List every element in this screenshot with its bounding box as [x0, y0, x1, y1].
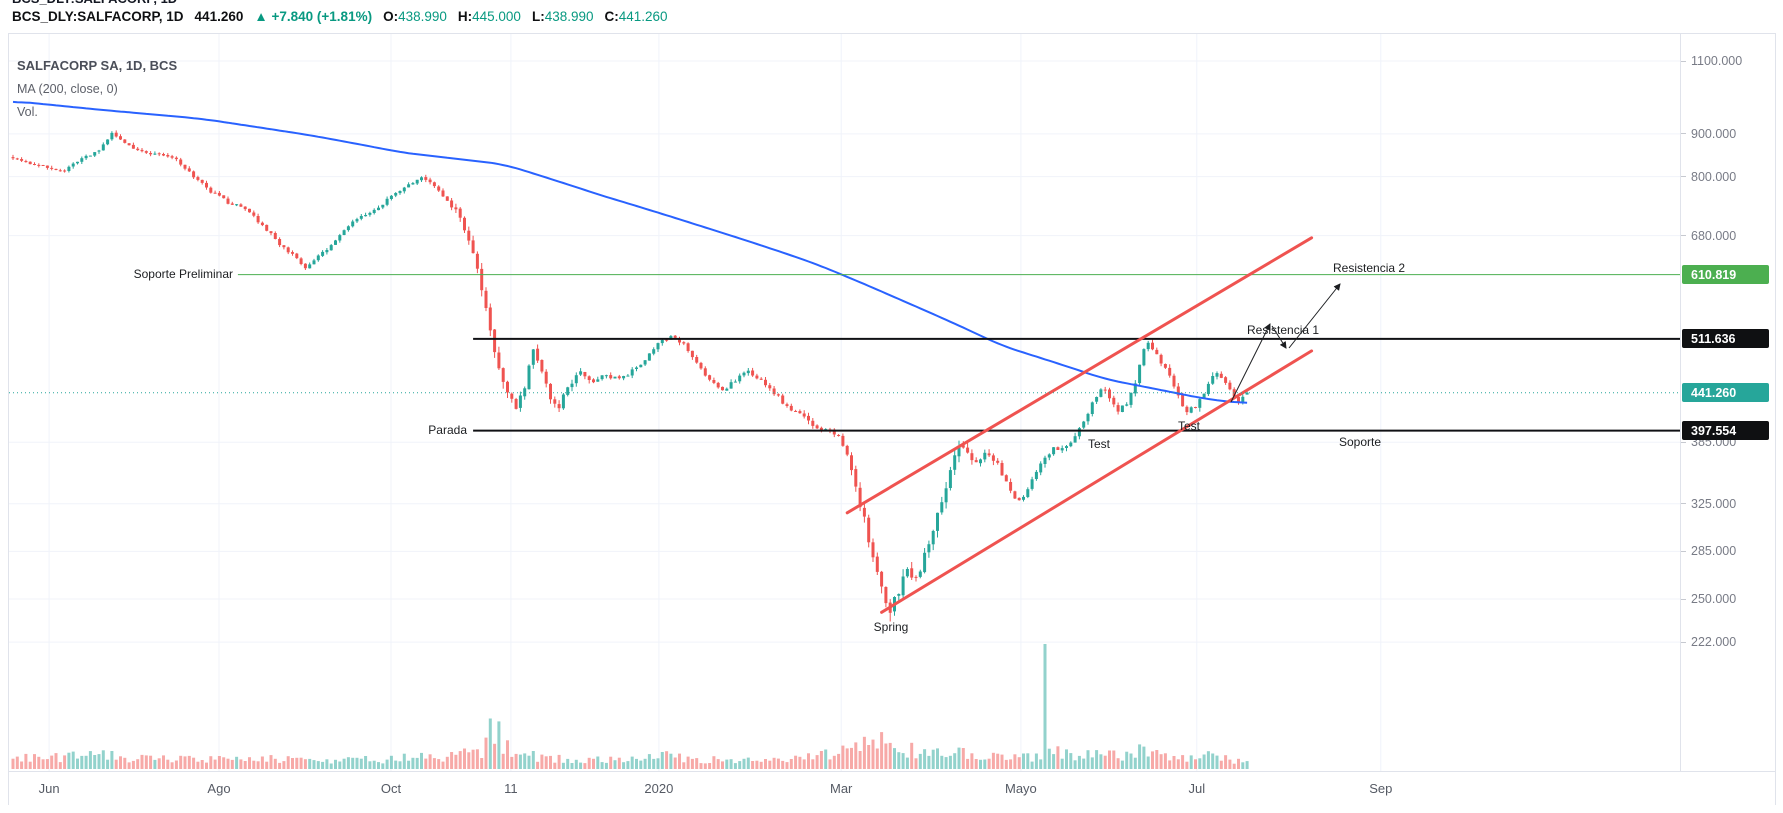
price-tick: 285.000 [1681, 544, 1736, 558]
projection-arrow[interactable] [1288, 283, 1341, 349]
ma-200-line[interactable] [12, 100, 1248, 404]
annotation-resistencia-1[interactable]: Resistencia 1 [1247, 323, 1319, 337]
time-label-sep: Sep [1369, 781, 1393, 796]
time-label-jun: Jun [38, 781, 60, 796]
last-price: 441.260 [194, 9, 244, 24]
price-axis[interactable]: 1100.000 900.000 800.000 680.000 385.000 325.… [1680, 34, 1775, 771]
volume-bars [11, 644, 1249, 769]
ohlc-low: L:438.990 [531, 9, 594, 24]
symbol-name[interactable]: BCS_DLY:SALFACORP, 1D [12, 9, 184, 24]
price-tick: 325.000 [1681, 497, 1736, 511]
change-arrow-icon: ▲ [254, 9, 268, 24]
annotation-test[interactable]: Test [1088, 437, 1111, 451]
annotation-soporte[interactable]: Soporte [1339, 435, 1381, 449]
time-label-jul: Jul [1188, 781, 1206, 796]
price-tick: 900.000 [1681, 127, 1736, 141]
time-label-11: 11 [504, 781, 518, 796]
time-label-oct: Oct [380, 781, 402, 796]
price-tick: 680.000 [1681, 229, 1736, 243]
annotation-test[interactable]: Test [1178, 419, 1201, 433]
projection-arrow[interactable] [1230, 323, 1271, 403]
symbol-ohlc-row: BCS_DLY:SALFACORP, 1D 441.260 ▲ +7.840 (… [12, 9, 668, 24]
price-change: ▲ +7.840 (+1.81%) [254, 9, 373, 24]
ohlc-open: O:438.990 [383, 9, 447, 24]
annotation-spring[interactable]: Spring [874, 620, 909, 634]
price-tick: 250.000 [1681, 592, 1736, 606]
price-badge-441-260: 441.260 [1682, 383, 1769, 403]
price-tick: 800.000 [1681, 170, 1736, 184]
price-badge-610-819: 610.819 [1682, 265, 1769, 285]
price-badge-511-636: 511.636 [1682, 329, 1769, 349]
time-axis[interactable]: Jun Ago Oct 11 2020 Mar Mayo Jul Sep [9, 771, 1775, 806]
price-badge-397-554: 397.554 [1682, 421, 1769, 441]
projection-arrow[interactable] [1271, 325, 1287, 349]
annotation-resistencia-2[interactable]: Resistencia 2 [1333, 261, 1405, 275]
chart-panel: Soporte Preliminar Parada Soporte Resistenc… [8, 33, 1776, 806]
annotation-parada[interactable]: Parada [428, 423, 467, 437]
channel-line-upper[interactable] [845, 236, 1314, 515]
grid-lines [9, 34, 1681, 771]
price-tick: 222.000 [1681, 635, 1736, 649]
time-label-ago: Ago [207, 781, 231, 796]
time-label-2020: 2020 [644, 781, 674, 796]
channel-line-lower[interactable] [880, 349, 1314, 614]
annotation-soporte-preliminar[interactable]: Soporte Preliminar [134, 267, 233, 281]
candles [11, 130, 1249, 622]
ohlc-close: C:441.260 [604, 9, 668, 24]
time-label-mayo: Mayo [1004, 781, 1037, 796]
clipped-header-line: BCS_DLY:SALFACORP, 1D [12, 0, 177, 6]
ohlc-high: H:445.000 [457, 9, 521, 24]
price-tick: 1100.000 [1681, 54, 1742, 68]
time-label-mar: Mar [829, 781, 853, 796]
candlestick-chart[interactable]: Soporte Preliminar Parada Soporte Resistenc… [9, 34, 1681, 771]
